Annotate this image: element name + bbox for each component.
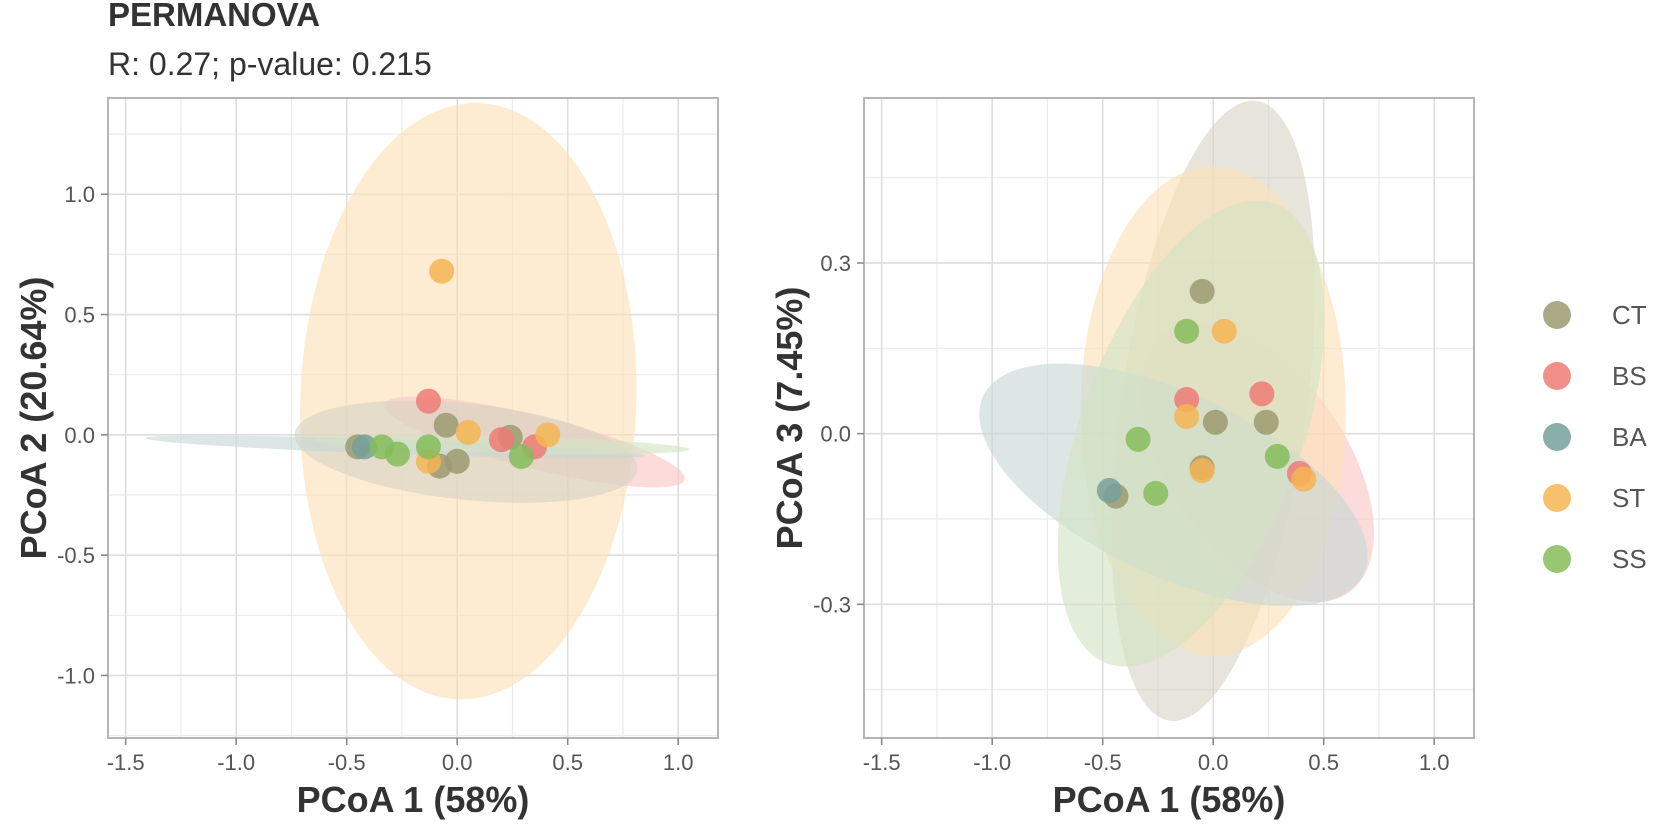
y-axis-title: PCoA 2 (20.64%) (13, 277, 54, 560)
x-tick-label: -1.5 (863, 750, 901, 775)
legend-key-bs (1543, 362, 1571, 390)
y-tick-label: 0.3 (820, 251, 851, 276)
ellipse-ss (1057, 200, 1325, 667)
panel-2: -1.5 -1.0 -0.5 0.0 0.5 1.0 -0.3 0.0 0.3 PCoA 1 (5… (769, 97, 1475, 820)
point-st (535, 422, 561, 448)
point-ss (1264, 443, 1290, 469)
x-tick-label: -1.5 (107, 750, 145, 775)
legend: CT BS BA ST SS (1543, 300, 1647, 574)
points-layer (1096, 278, 1317, 509)
point-ba (351, 434, 377, 460)
x-tick-label: -1.0 (217, 750, 255, 775)
panel-1: -1.5 -1.0 -0.5 0.0 0.5 1.0 -1.0 -0.5 0.0 0.5 1.0 PC… (13, 97, 719, 820)
point-ct (433, 412, 459, 438)
x-tick-label: 0.5 (1308, 750, 1339, 775)
point-ss (1143, 480, 1169, 506)
y-tick-label: 0.0 (820, 422, 851, 447)
x-axis-title: PCoA 1 (58%) (297, 779, 530, 820)
point-ba (1096, 478, 1122, 504)
panel-border (863, 97, 1475, 739)
legend-key-st (1543, 484, 1571, 512)
point-ss (1125, 426, 1151, 452)
y-tick-label: 0.5 (64, 303, 95, 328)
ellipse-st (300, 102, 637, 700)
y-tick-label: -0.3 (813, 592, 851, 617)
point-ct (444, 448, 470, 474)
point-st (1174, 404, 1200, 430)
legend-key-ba (1543, 423, 1571, 451)
point-ss (1174, 318, 1200, 344)
point-bs (415, 388, 441, 414)
point-st (429, 258, 455, 284)
point-ct (1253, 409, 1279, 435)
x-axis-title: PCoA 1 (58%) (1053, 779, 1286, 820)
x-tick-label: -1.0 (973, 750, 1011, 775)
point-ct (1202, 409, 1228, 435)
x-tick-label: 0.5 (552, 750, 583, 775)
point-ss (385, 441, 411, 467)
x-tick-label: -0.5 (328, 750, 366, 775)
point-bs (1249, 381, 1275, 407)
point-bs (488, 427, 514, 453)
legend-label-ss: SS (1612, 544, 1647, 574)
y-axis-title: PCoA 3 (7.45%) (769, 287, 810, 550)
point-st (1291, 466, 1317, 492)
x-tick-label: 1.0 (1419, 750, 1450, 775)
point-st (1211, 318, 1237, 344)
point-st (1189, 458, 1215, 484)
legend-key-ct (1543, 301, 1571, 329)
legend-label-ba: BA (1612, 422, 1647, 452)
points-layer (345, 258, 561, 479)
y-tick-label: -1.0 (57, 663, 95, 688)
x-tick-label: 0.0 (442, 750, 473, 775)
y-tick-label: 0.0 (64, 423, 95, 448)
point-ss (508, 443, 534, 469)
chart-subtitle: R: 0.27; p-value: 0.215 (108, 46, 432, 82)
panel-border (107, 97, 719, 739)
point-st (455, 419, 481, 445)
y-tick-label: -0.5 (57, 543, 95, 568)
legend-label-st: ST (1612, 483, 1645, 513)
legend-key-ss (1543, 545, 1571, 573)
x-tick-label: 1.0 (663, 750, 694, 775)
legend-label-ct: CT (1612, 300, 1647, 330)
y-tick-label: 1.0 (64, 182, 95, 207)
point-ct (1189, 278, 1215, 304)
ellipse-layer (145, 102, 690, 700)
chart-title: PERMANOVA (108, 0, 321, 33)
legend-label-bs: BS (1612, 361, 1647, 391)
point-ss (415, 434, 441, 460)
x-tick-label: -0.5 (1084, 750, 1122, 775)
x-tick-label: 0.0 (1198, 750, 1229, 775)
